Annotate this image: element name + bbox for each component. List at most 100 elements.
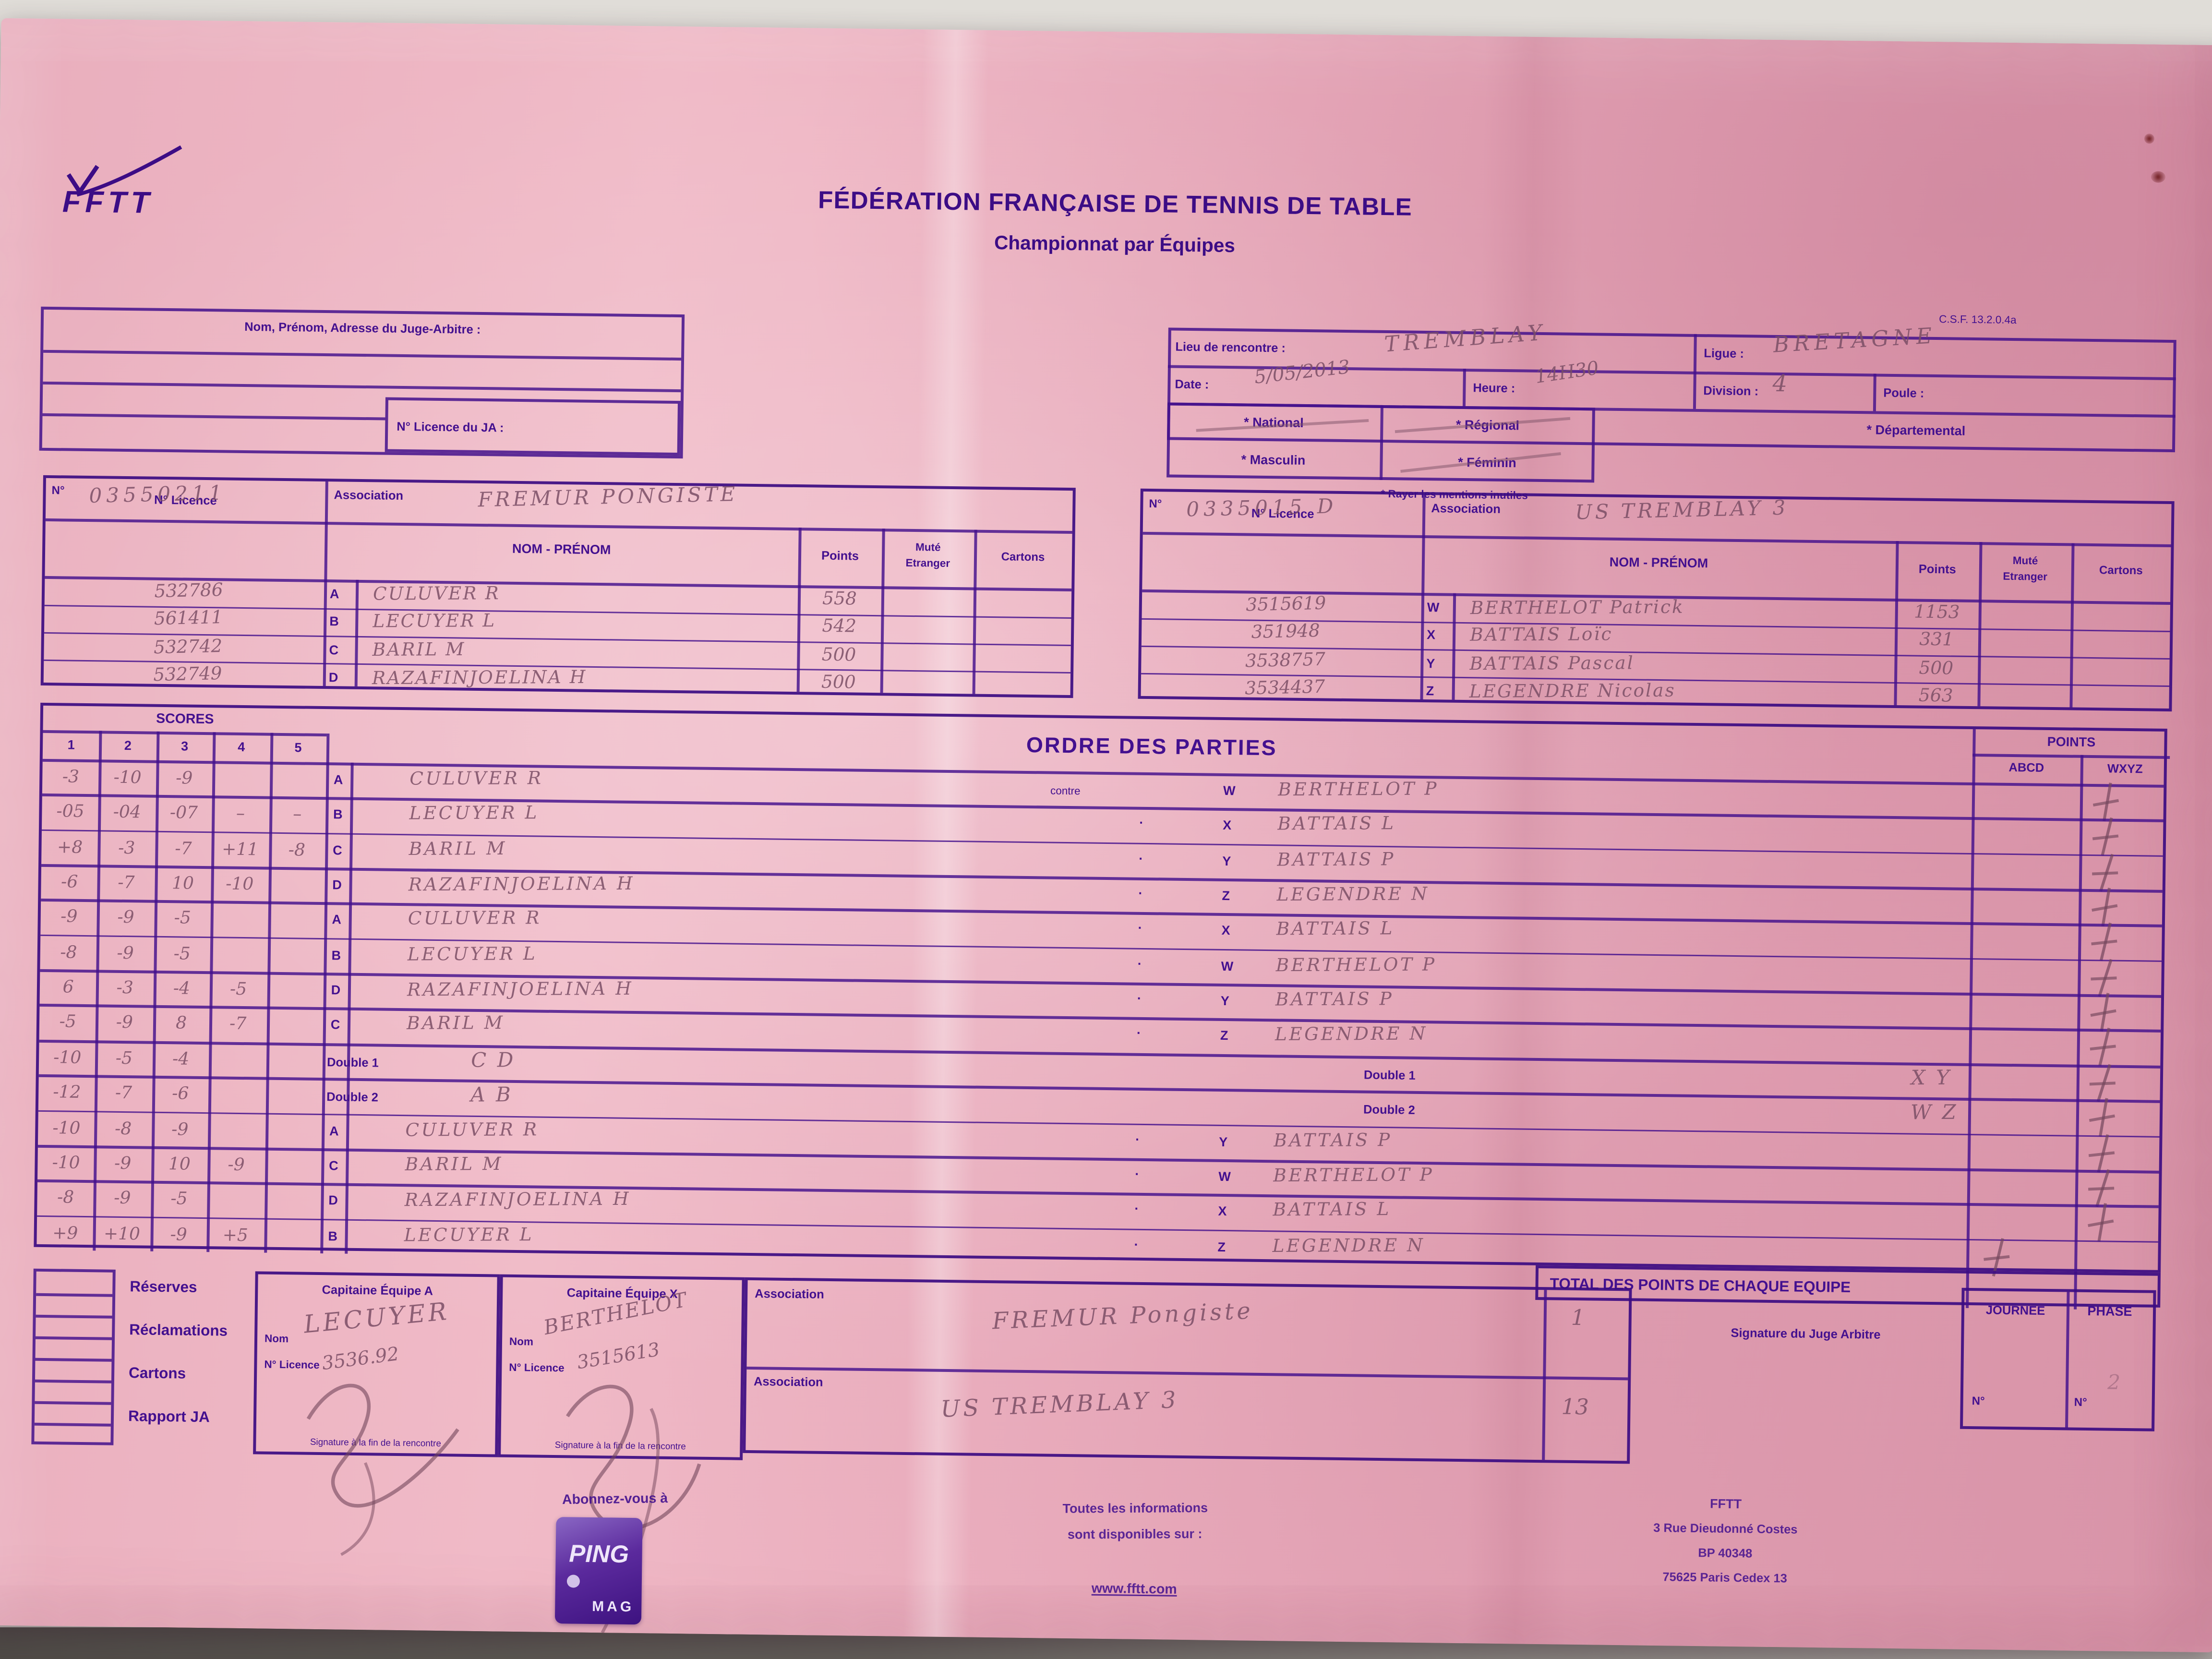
flag-cell-line	[36, 1293, 113, 1297]
player-name: LEGENDRE Nicolas	[1469, 679, 1676, 702]
team-association-value: US TREMBLAY 3	[1575, 497, 1789, 525]
flag-cell-line	[35, 1379, 111, 1383]
logo-swoosh-icon	[66, 145, 182, 197]
player-letter-left: C	[330, 1018, 340, 1033]
grid-line	[1972, 754, 2170, 758]
player-letter-right: X	[1221, 924, 1230, 938]
point-tally-mark	[2090, 995, 2117, 1031]
game-score: +10	[103, 1223, 141, 1244]
contre-dot: ·	[1137, 956, 1142, 971]
player-name-right: X Y	[1911, 1067, 1952, 1090]
points-col-wxyz: WXYZ	[2107, 761, 2143, 776]
mute-header: Muté	[2012, 553, 2038, 567]
table-line	[1452, 593, 1455, 700]
point-tally-mark	[1984, 1240, 2010, 1275]
player-letter: B	[329, 614, 339, 629]
player-letter: D	[328, 670, 338, 685]
nom-label: Nom	[509, 1334, 534, 1348]
table-line	[45, 518, 1072, 534]
player-name-right: BERTHELOT P	[1273, 1163, 1434, 1186]
heure-label: Heure :	[1473, 380, 1515, 396]
player-name-right: BATTAIS L	[1277, 812, 1396, 835]
contre-dot: ·	[1138, 886, 1143, 901]
contre-dot: ·	[1134, 1237, 1139, 1251]
contre-dot: ·	[1138, 921, 1142, 936]
player-licence: 532786	[154, 578, 224, 602]
game-score: -10	[53, 1046, 82, 1068]
player-letter: Z	[1426, 684, 1434, 698]
point-tally-mark	[2091, 890, 2118, 926]
player-name: BARIL M	[372, 637, 466, 660]
player-licence: 532749	[153, 662, 222, 685]
game-score: -9	[114, 1188, 131, 1209]
ping-mag-bottom-text: MAG	[592, 1599, 635, 1616]
player-letter-right: W	[1221, 959, 1234, 974]
association-label-1: Association	[755, 1286, 825, 1301]
table-line	[1142, 531, 2171, 548]
points-col-abcd: ABCD	[2008, 759, 2044, 775]
ping-mag-ball-icon	[566, 1575, 580, 1588]
player-letter-right: X	[1218, 1204, 1227, 1219]
address-line	[42, 413, 385, 420]
player-points: 558	[822, 587, 857, 609]
row-line	[37, 1144, 2159, 1173]
lieu-label: Lieu de rencontre :	[1175, 339, 1286, 355]
player-name-right: BATTAIS P	[1277, 847, 1396, 870]
point-tally-mark	[2092, 785, 2120, 821]
table-line	[1420, 494, 1425, 699]
scoresheet-paper: FFTT FÉDÉRATION FRANÇAISE DE TENNIS DE T…	[0, 18, 2212, 1653]
game-score: -7	[175, 838, 192, 858]
association-box: Association Association FREMUR Pongiste …	[743, 1277, 1632, 1464]
player-letter-left: C	[329, 1158, 338, 1173]
double-label-left: Double 2	[326, 1089, 379, 1105]
game-score: -3	[118, 837, 135, 858]
score-col-header: 5	[294, 740, 302, 755]
point-tally-mark	[2088, 1100, 2116, 1136]
game-score: -9	[170, 1224, 187, 1244]
game-score: -5	[115, 1047, 133, 1068]
player-letter-right: Z	[1217, 1239, 1226, 1254]
player-name-right: LEGENDRE N	[1274, 1022, 1428, 1046]
cartons-header: Cartons	[2099, 564, 2143, 577]
assoc-line	[1542, 1290, 1546, 1460]
player-letter-left: A	[332, 913, 342, 927]
table-line	[354, 579, 358, 686]
meta-line	[1873, 373, 1876, 411]
game-score: -7	[229, 1014, 247, 1034]
player-letter-right: Z	[1222, 889, 1230, 903]
player-name-left: CULUVER R	[409, 767, 543, 789]
nom-prenom-header: NOM - PRÉNOM	[1609, 554, 1708, 571]
association-2-total: 13	[1561, 1394, 1589, 1420]
association-label: Association	[1431, 501, 1501, 516]
association-1-total: 1	[1571, 1304, 1585, 1331]
captain-a-name: LECUYER	[302, 1298, 451, 1340]
contre-dot: ·	[1139, 816, 1144, 830]
meta-line	[1462, 368, 1466, 407]
game-score: -07	[169, 803, 198, 823]
player-name-right: BATTAIS P	[1274, 1128, 1392, 1151]
game-score: -9	[171, 1118, 189, 1139]
judge-licence-box: N° Licence du JA :	[385, 397, 681, 456]
player-name-left: LECUYER L	[404, 1223, 534, 1245]
journee-phase-box: JOURNEE PHASE N° N° 2	[1960, 1287, 2156, 1431]
team-association-value: FREMUR PONGISTE	[478, 483, 738, 513]
row-line	[37, 1214, 2158, 1243]
contre-dot: ·	[1135, 1166, 1140, 1181]
team-a-table: N° Association N° Licence NOM - PRÉNOM Point…	[40, 475, 1076, 698]
player-name: RAZAFINJOELINA H	[372, 666, 587, 689]
player-letter: Y	[1426, 656, 1435, 671]
score-col-header: 2	[124, 738, 132, 753]
player-letter-left: D	[332, 878, 342, 892]
game-score: -9	[228, 1154, 245, 1175]
double-label-left: Double 1	[326, 1054, 379, 1070]
player-letter-right: W	[1218, 1169, 1231, 1184]
game-score: 6	[62, 976, 74, 998]
fftt-logo: FFTT	[59, 143, 190, 239]
player-letter-left: A	[333, 772, 343, 787]
paper-stain	[2151, 171, 2166, 183]
score-col-header: 1	[67, 737, 75, 752]
game-score: -8	[114, 1118, 132, 1138]
row-line	[41, 829, 2163, 858]
game-score: -4	[172, 1048, 190, 1069]
footer-addr-3: 75625 Paris Cedex 13	[1662, 1569, 1788, 1586]
